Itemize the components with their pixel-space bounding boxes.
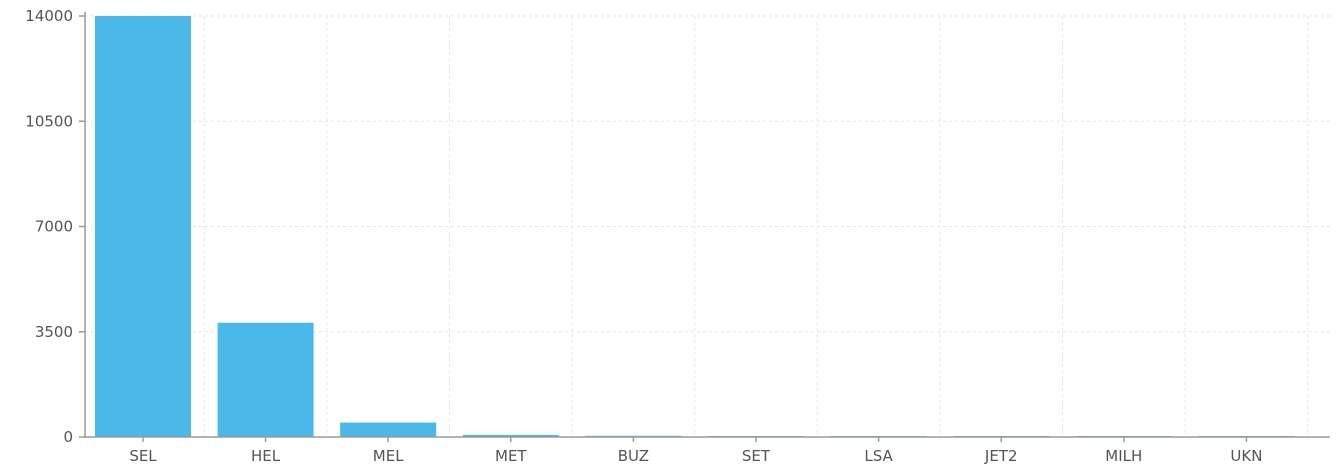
axis-layer bbox=[84, 12, 1330, 438]
x-tick-label-jet2: JET2 bbox=[984, 447, 1018, 465]
y-tick-labels: 0 3500 7000 10500 14000 bbox=[25, 7, 85, 446]
y-tick-label: 3500 bbox=[35, 323, 73, 341]
y-tick-label: 10500 bbox=[25, 112, 73, 130]
x-tick-label-mel: MEL bbox=[373, 447, 404, 465]
x-tick-label-lsa: LSA bbox=[864, 447, 893, 465]
x-tick-labels: SEL HEL MEL MET BUZ SET LSA JET2 MILH UKN bbox=[129, 437, 1262, 465]
x-tick-label-ukn: UKN bbox=[1230, 447, 1262, 465]
y-tick-label: 7000 bbox=[35, 218, 73, 236]
bar-met bbox=[462, 434, 559, 437]
bar-layer bbox=[95, 16, 1295, 437]
bar-hel bbox=[217, 322, 314, 437]
y-tick-label: 14000 bbox=[25, 7, 73, 25]
x-tick-label-sel: SEL bbox=[129, 447, 157, 465]
bar-mel bbox=[340, 422, 437, 437]
x-tick-label-set: SET bbox=[742, 447, 771, 465]
y-tick-label: 0 bbox=[63, 428, 73, 446]
grid-layer bbox=[85, 15, 1330, 437]
x-tick-label-buz: BUZ bbox=[618, 447, 649, 465]
x-tick-label-hel: HEL bbox=[251, 447, 281, 465]
bar-sel bbox=[95, 16, 191, 437]
x-tick-label-met: MET bbox=[495, 447, 527, 465]
x-tick-label-milh: MILH bbox=[1105, 447, 1142, 465]
